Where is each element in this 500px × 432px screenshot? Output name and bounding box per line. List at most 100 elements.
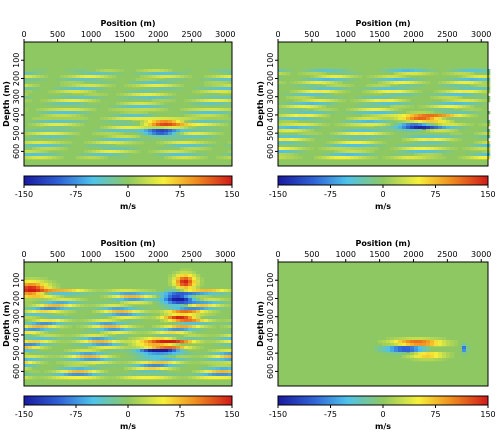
heatmap-cell [394,111,399,115]
heatmap-cell [192,313,197,317]
heatmap-cell [302,144,307,148]
heatmap-cell [28,99,33,103]
heatmap-cell [358,105,363,109]
heatmap-cell [164,310,169,314]
heatmap-cell [84,304,89,308]
heatmap-cell [370,84,375,88]
heatmap-cell [342,138,347,142]
heatmap-cell [192,99,197,103]
heatmap-cell [196,352,201,356]
heatmap-cell [96,105,101,109]
heatmap-cell [164,376,169,380]
heatmap-cell [482,135,487,139]
heatmap-cell [120,117,125,121]
heatmap-cell [40,135,45,139]
heatmap-cell [188,120,193,124]
heatmap-cell [402,72,407,76]
heatmap-cell [164,108,169,112]
heatmap-cell [116,361,121,365]
heatmap-cell [160,343,165,347]
heatmap-cell [192,358,197,362]
heatmap-cell [32,153,37,157]
heatmap-cell [156,358,161,362]
heatmap-cell [60,87,65,91]
heatmap-cell [208,310,213,314]
heatmap-cell [466,156,471,160]
heatmap-cell [216,364,221,368]
colorbar-tick-label: -150 [15,190,33,199]
heatmap-cell [160,108,165,112]
heatmap-cell [152,358,157,362]
heatmap-cell [68,81,73,85]
heatmap-cell [216,75,221,79]
heatmap-cell [148,376,153,380]
heatmap-cell [216,129,221,133]
heatmap-cell [450,114,455,118]
heatmap-cell [200,346,205,350]
heatmap-cell [64,361,69,365]
heatmap-cell [224,373,229,377]
heatmap-cell [160,81,165,85]
heatmap-cell [414,346,419,350]
heatmap-cell [358,102,363,106]
heatmap-cell [470,87,475,91]
heatmap-cell [184,274,189,278]
heatmap-cell [148,132,153,136]
heatmap-cell [306,147,311,151]
heatmap-cell [410,352,415,356]
heatmap-cell [370,156,375,160]
heatmap-cell [306,78,311,82]
heatmap-cell [326,120,331,124]
heatmap-cell [52,147,57,151]
heatmap-cell [342,132,347,136]
heatmap-cell [132,322,137,326]
heatmap-cell [358,123,363,127]
heatmap-cell [374,111,379,115]
heatmap-cell [378,69,383,73]
heatmap-cell [220,117,225,121]
heatmap-cell [136,370,141,374]
heatmap-cell [68,325,73,329]
heatmap-cell [220,153,225,157]
heatmap-cell [338,99,343,103]
heatmap-cell [474,102,479,106]
heatmap-cell [438,105,443,109]
heatmap-cell [176,316,181,320]
heatmap-cell [390,349,395,353]
heatmap-cell [76,129,81,133]
heatmap-cell [350,99,355,103]
heatmap-cell [398,81,403,85]
heatmap-cell [418,105,423,109]
heatmap-cell [478,78,483,82]
heatmap-cell [482,120,487,124]
heatmap-cell [36,373,41,377]
heatmap-cell [200,334,205,338]
heatmap-cell [36,69,41,73]
heatmap-cell [390,99,395,103]
heatmap-cell [32,358,37,362]
heatmap-cell [144,81,149,85]
heatmap-cell [216,78,221,82]
heatmap-cell [44,319,49,323]
heatmap-cell [478,90,483,94]
heatmap-cell [164,337,169,341]
heatmap-cell [44,69,49,73]
heatmap-cell [422,349,427,353]
heatmap-cell [286,111,291,115]
x-tick-label: 0 [275,30,280,39]
heatmap-cell [28,295,33,299]
heatmap-cell [64,114,69,118]
heatmap-cell [298,90,303,94]
heatmap-cell [446,343,451,347]
heatmap-cell [160,72,165,76]
heatmap-cell [144,138,149,142]
heatmap-cell [208,129,213,133]
heatmap-cell [156,343,161,347]
heatmap-cell [136,102,141,106]
heatmap-cell [108,331,113,335]
heatmap-cell [48,310,53,314]
heatmap-cell [414,117,419,121]
heatmap-cell [72,298,77,302]
heatmap-cell [120,346,125,350]
